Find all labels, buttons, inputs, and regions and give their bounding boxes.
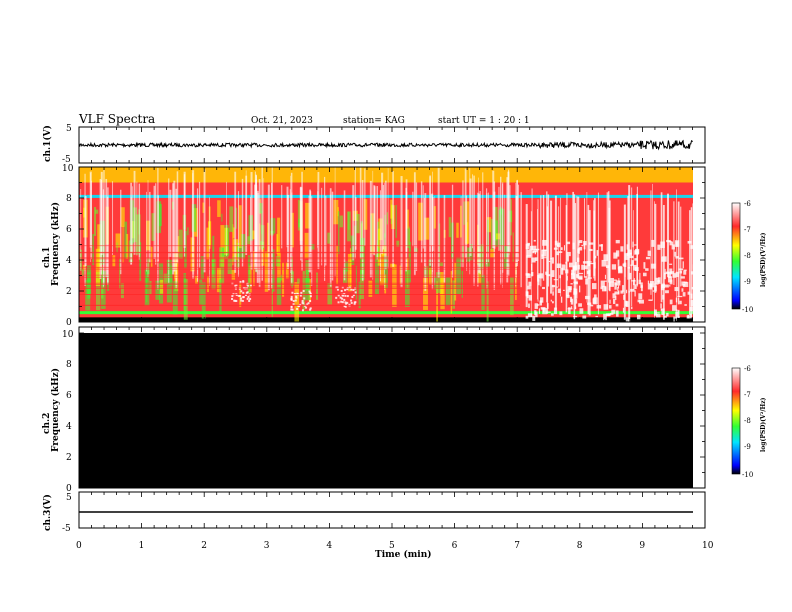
ch2-spectrogram-panel: 0 2 4 6 8 10 ch.2 Frequency (kHz) — [42, 326, 706, 494]
x-tick-label-10: 10 — [702, 541, 714, 551]
station-label: station= KAG — [343, 116, 405, 126]
ch2-freq-ylabel-b: Frequency (kHz) — [50, 368, 61, 452]
cb2-tick-6: -6 — [744, 365, 751, 373]
cb1-tick-6: -6 — [744, 200, 751, 208]
ch1-freq-tick-2: 2 — [66, 287, 72, 297]
x-tick-label-6: 6 — [452, 541, 458, 551]
x-tick-label-2: 2 — [201, 541, 207, 551]
cb1-tick-7: -7 — [744, 226, 751, 234]
ch2-colorbar: -6 -7 -8 -9 -10 log(PSD)(V²/Hz) — [731, 365, 767, 479]
ch3-waveform-panel: 5 -5 ch.3(V) — [42, 491, 706, 534]
start-time-label: start UT = 1 : 20 : 1 — [438, 116, 530, 126]
x-tick-label-0: 0 — [76, 541, 82, 551]
cb1-label: log(PSD)(V²/Hz) — [760, 232, 767, 287]
ch1-freq-tick-10: 10 — [62, 164, 74, 174]
ch1-waveform-panel: 5 -5 ch.1(V) — [42, 124, 706, 165]
x-tick-label-8: 8 — [577, 541, 583, 551]
ch1-ylabel: ch.1(V) — [42, 125, 53, 162]
ch2-freq-tick-0: 0 — [66, 484, 72, 494]
x-tick-label-5: 5 — [389, 541, 395, 551]
cb2-label: log(PSD)(V²/Hz) — [760, 397, 767, 452]
ch2-freq-tick-2: 2 — [66, 453, 72, 463]
ch1-colorbar: -6 -7 -8 -9 -10 log(PSD)(V²/Hz) — [731, 200, 767, 314]
ch1-freq-tick-6: 6 — [66, 225, 72, 235]
ch2-freq-tick-6: 6 — [66, 391, 72, 401]
ch1-freq-ylabel-a: ch.1 — [42, 247, 52, 268]
x-tick-label-4: 4 — [326, 541, 332, 551]
x-tick-label-3: 3 — [264, 541, 270, 551]
x-axis-label: Time (min) — [375, 549, 432, 560]
ch1-freq-ylabel-b: Frequency (kHz) — [50, 202, 61, 286]
ch3-ytick-bottom: -5 — [62, 524, 71, 534]
cb1-tick-10: -10 — [742, 306, 753, 314]
ch2-freq-tick-10: 10 — [62, 330, 74, 340]
ch1-spectrogram-panel: 0 2 4 6 8 10 ch.1 Frequency (kHz) — [42, 164, 706, 328]
cb1-tick-9: -9 — [744, 278, 751, 286]
cb2-tick-7: -7 — [744, 391, 751, 399]
ch2-freq-tick-4: 4 — [66, 422, 72, 432]
ch3-ylabel: ch.3(V) — [42, 494, 53, 531]
ch3-ytick-top: 5 — [66, 493, 72, 503]
ch1-ytick-bottom: -5 — [62, 155, 71, 165]
x-axis-tick-labels: 0 1 2 3 4 5 6 7 8 9 10 — [76, 541, 714, 551]
date-label: Oct. 21, 2023 — [251, 116, 313, 126]
ch1-freq-tick-0: 0 — [66, 318, 72, 328]
ch2-freq-tick-8: 8 — [66, 360, 72, 370]
cb2-tick-8: -8 — [744, 417, 751, 425]
ch1-ytick-top: 5 — [66, 124, 72, 134]
x-tick-label-7: 7 — [514, 541, 520, 551]
x-tick-label-1: 1 — [139, 541, 145, 551]
ch1-freq-tick-8: 8 — [66, 194, 72, 204]
ch1-waveform-line — [78, 139, 694, 151]
ch2-freq-ylabel-a: ch.2 — [42, 413, 52, 434]
ch1-freq-tick-4: 4 — [66, 256, 72, 266]
cb2-tick-10: -10 — [742, 471, 753, 479]
x-tick-label-9: 9 — [639, 541, 645, 551]
figure-title: VLF Spectra — [78, 112, 155, 126]
cb1-tick-8: -8 — [744, 252, 751, 260]
cb2-tick-9: -9 — [744, 443, 751, 451]
